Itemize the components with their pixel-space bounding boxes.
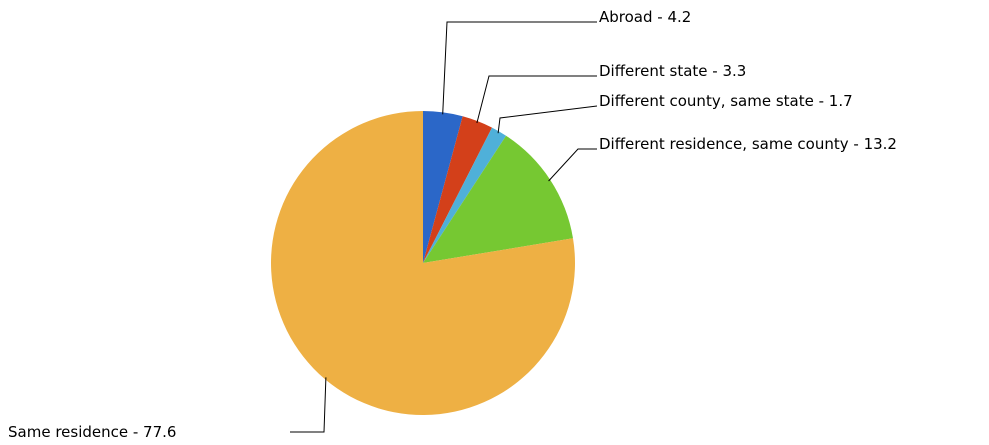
- pie-slice-same-residence: [271, 111, 576, 415]
- pie-slice-different-residence-same-county: [423, 135, 573, 263]
- leader-line-different-residence-same-county: [548, 148, 597, 182]
- label-same-residence: Same residence - 77.6: [8, 423, 176, 441]
- leader-lines: [290, 21, 598, 433]
- leader-line-abroad: [442, 21, 597, 115]
- label-different-residence-same-county: Different residence, same county - 13.2: [599, 135, 897, 153]
- label-different-state: Different state - 3.3: [599, 62, 746, 80]
- leader-line-different-state: [476, 75, 597, 124]
- pie-slice-different-county-same-state: [423, 127, 507, 263]
- label-different-county-same-state: Different county, same state - 1.7: [599, 92, 853, 110]
- pie-slice-different-state: [423, 116, 493, 263]
- pie-slice-abroad: [423, 111, 463, 263]
- label-abroad: Abroad - 4.2: [599, 8, 691, 26]
- leader-line-same-residence: [290, 377, 327, 433]
- leader-line-different-county-same-state: [497, 105, 598, 134]
- pie-slices: [271, 111, 576, 415]
- slice-labels: Abroad - 4.2 Different state - 3.3 Diffe…: [8, 8, 897, 441]
